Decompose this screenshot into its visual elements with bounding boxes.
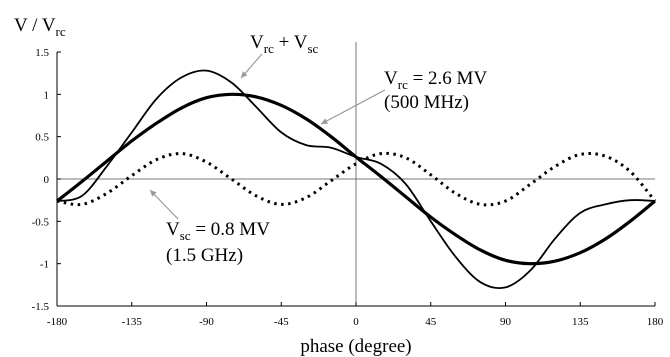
y-tick-label: -1 bbox=[40, 259, 49, 271]
annotation-sum-part: + V bbox=[274, 32, 308, 53]
y-axis-title-main: V / V bbox=[14, 15, 56, 36]
series-line-sc bbox=[56, 151, 657, 207]
y-tick-label: 0.5 bbox=[35, 132, 49, 144]
annotation-sc-line2: (1.5 GHz) bbox=[166, 245, 243, 266]
y-tick-label: -0.5 bbox=[32, 216, 50, 228]
annotation-rc-part: rc bbox=[398, 77, 408, 92]
y-tick-label: 1.5 bbox=[35, 47, 49, 59]
annotation-sum-part: V bbox=[250, 32, 264, 53]
x-tick-label: -180 bbox=[47, 316, 68, 328]
annotation-sc-part: V bbox=[166, 219, 180, 240]
leader-rc-arrowhead bbox=[321, 118, 328, 124]
y-tick-label: -1.5 bbox=[32, 301, 50, 313]
annotation-sum: Vrc + Vsc bbox=[250, 32, 318, 56]
y-tick-label: 0 bbox=[44, 174, 50, 186]
x-tick-label: -90 bbox=[199, 316, 214, 328]
annotation-sum-part: rc bbox=[264, 41, 274, 56]
annotation-sc: Vsc = 0.8 MV bbox=[166, 219, 270, 243]
annotation-sc-part: = 0.8 MV bbox=[191, 219, 271, 240]
x-tick-label: 45 bbox=[425, 316, 437, 328]
y-tick-label: 1 bbox=[44, 89, 50, 101]
series-line-sum bbox=[56, 69, 656, 290]
x-tick-label: -45 bbox=[274, 316, 289, 328]
annotation-rc-line2: (500 MHz) bbox=[384, 92, 469, 113]
leader-rc bbox=[320, 89, 386, 125]
annotation-rc-part: = 2.6 MV bbox=[408, 68, 488, 89]
annotation-rc-part: V bbox=[384, 68, 398, 89]
x-axis-title: phase (degree) bbox=[300, 336, 411, 357]
x-tick-label: 0 bbox=[353, 316, 359, 328]
series-group bbox=[56, 69, 657, 290]
x-tick-label: 90 bbox=[500, 316, 512, 328]
axis-ticks: -180 -135 -90 -45 0 45 90 135 180 1.5 1 0.5 0 -0.5 -1 -… bbox=[32, 47, 664, 328]
y-axis-title-sub: rc bbox=[56, 24, 66, 39]
x-tick-label: 180 bbox=[647, 316, 664, 328]
reference-lines bbox=[57, 42, 655, 306]
x-tick-label: 135 bbox=[572, 316, 589, 328]
annotation-sum-part: sc bbox=[307, 41, 318, 56]
annotation-leaders bbox=[149, 53, 386, 220]
y-axis-title: V / Vrc bbox=[14, 15, 66, 39]
annotation-rc: Vrc = 2.6 MV bbox=[384, 68, 487, 92]
leader-sc bbox=[149, 189, 179, 220]
x-tick-label: -135 bbox=[122, 316, 143, 328]
leader-sum-arrowhead bbox=[241, 71, 248, 78]
leader-sc-arrowhead bbox=[150, 190, 157, 197]
annotation-sc-part: sc bbox=[180, 228, 191, 243]
